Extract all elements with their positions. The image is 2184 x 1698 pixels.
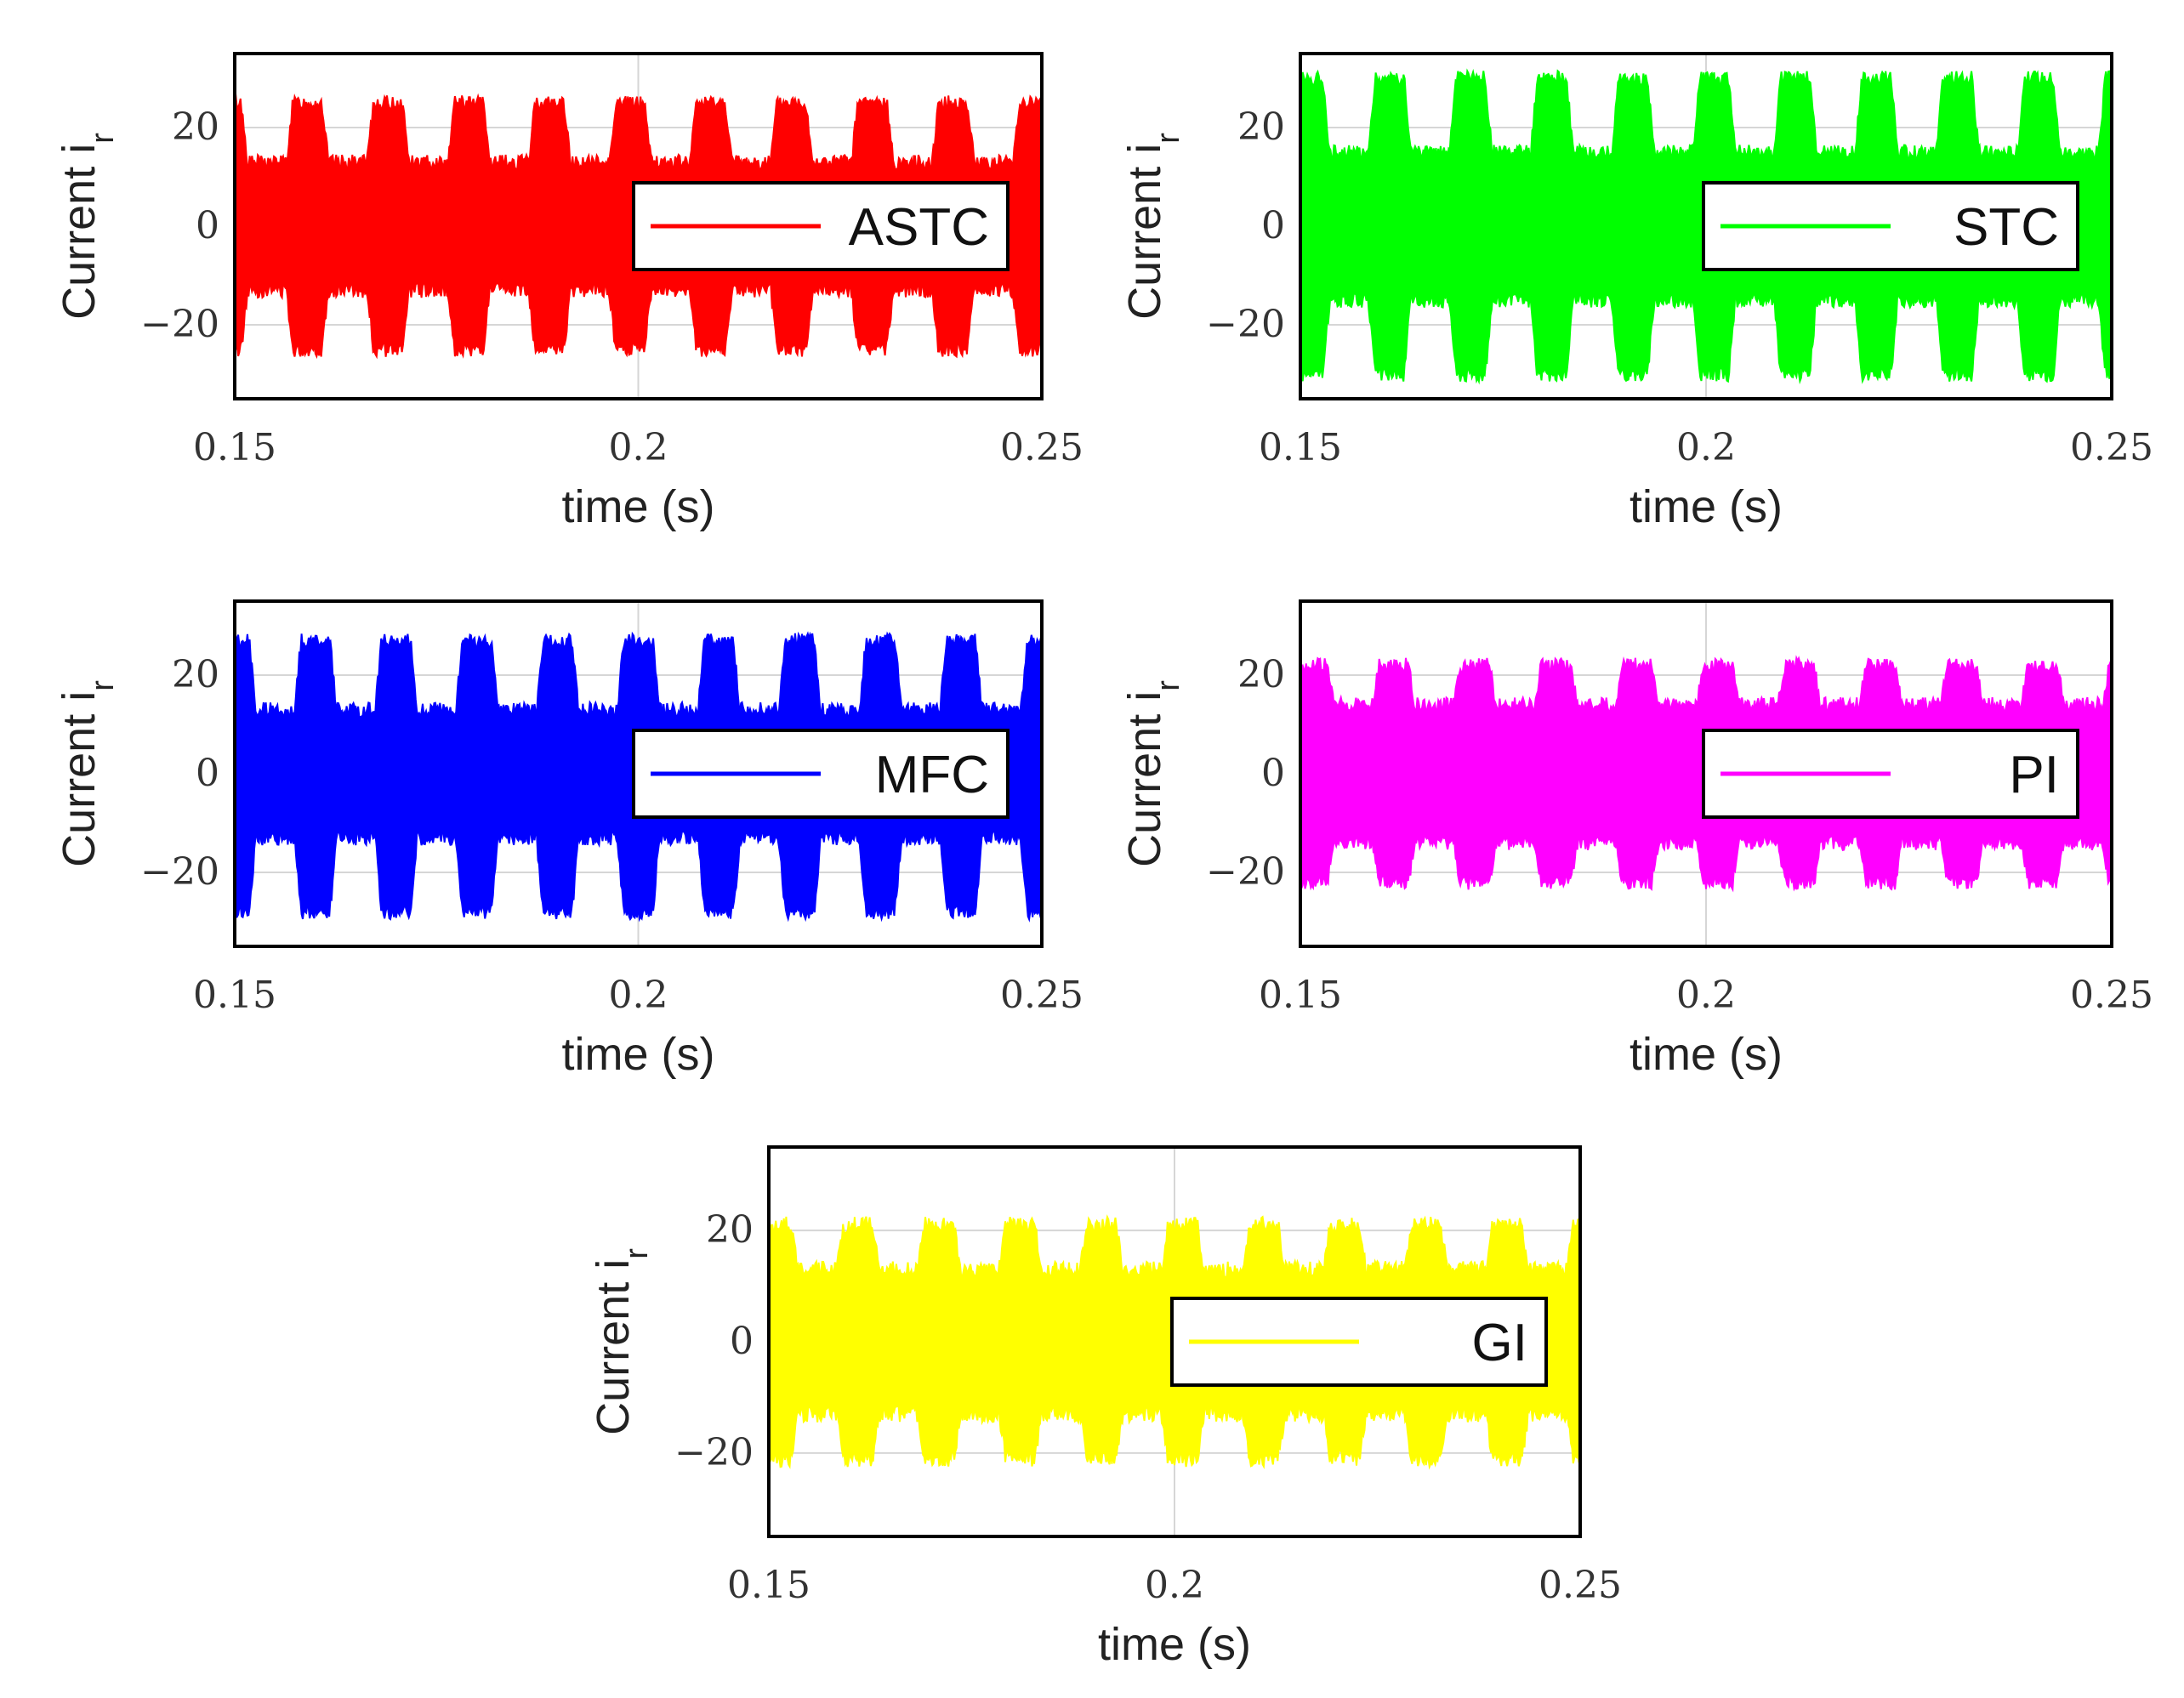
y-axis-label: Current ir <box>588 1248 655 1435</box>
y-axis-label: Current ir <box>1119 133 1186 320</box>
y-tick-label: 0 <box>196 752 219 795</box>
legend: ASTC <box>632 181 1010 271</box>
y-axis-label: Current ir <box>54 680 121 867</box>
x-tick-label: 0.15 <box>727 1564 810 1607</box>
x-tick-label: 0.25 <box>1000 974 1083 1017</box>
y-tick-label: 20 <box>1237 653 1285 696</box>
legend-label: PI <box>2009 746 2059 804</box>
y-tick-label: 0 <box>196 204 219 247</box>
y-tick-label: 0 <box>730 1320 754 1363</box>
legend-label: STC <box>1954 198 2059 257</box>
x-tick-label: 0.25 <box>2070 974 2153 1017</box>
subplot-stc: 20 0 −20 0.15 0.2 0.25 time (s) Current ir STC <box>1119 52 2153 532</box>
legend: MFC <box>632 729 1010 819</box>
axes-box <box>233 599 1044 948</box>
x-tick-label: 0.15 <box>1259 426 1342 469</box>
axes-box <box>767 1145 1582 1538</box>
x-tick-label: 0.2 <box>609 426 668 469</box>
x-axis-label: time (s) <box>562 1029 715 1080</box>
x-tick-label: 0.2 <box>1676 426 1736 469</box>
x-tick-label: 0.2 <box>1676 974 1736 1017</box>
y-tick-label: −20 <box>140 850 219 894</box>
y-axis-label: Current ir <box>54 133 121 320</box>
legend: PI <box>1702 729 2079 819</box>
y-tick-label: 20 <box>706 1208 754 1252</box>
y-tick-label: 20 <box>172 653 219 696</box>
axes-box <box>1299 52 2113 400</box>
y-tick-label: 20 <box>172 105 219 149</box>
legend-label: ASTC <box>849 198 989 257</box>
legend: STC <box>1702 181 2079 271</box>
y-tick-label: 0 <box>1261 752 1285 795</box>
x-tick-label: 0.15 <box>193 426 276 469</box>
subplot-pi: 20 0 −20 0.15 0.2 0.25 time (s) Current ir PI <box>1119 599 2153 1080</box>
subplot-astc: 20 0 −20 0.15 0.2 0.25 time (s) Current ir ASTC <box>54 52 1083 532</box>
legend-label: GI <box>1472 1314 1527 1372</box>
x-tick-label: 0.25 <box>1000 426 1083 469</box>
y-tick-label: −20 <box>140 303 219 346</box>
y-tick-label: −20 <box>1206 850 1285 894</box>
y-tick-label: 0 <box>1261 204 1285 247</box>
x-axis-label: time (s) <box>1629 481 1783 532</box>
x-tick-label: 0.15 <box>1259 974 1342 1017</box>
subplot-mfc: 20 0 −20 0.15 0.2 0.25 time (s) Current ir MFC <box>54 599 1083 1080</box>
y-tick-label: 20 <box>1237 105 1285 149</box>
y-axis-label: Current ir <box>1119 680 1186 867</box>
x-tick-label: 0.2 <box>1145 1564 1204 1607</box>
x-tick-label: 0.15 <box>193 974 276 1017</box>
x-tick-label: 0.25 <box>2070 426 2153 469</box>
x-axis-label: time (s) <box>562 481 715 532</box>
subplot-gi: 20 0 −20 0.15 0.2 0.25 time (s) Current ir GI <box>588 1145 1622 1670</box>
x-tick-label: 0.2 <box>609 974 668 1017</box>
x-tick-label: 0.25 <box>1538 1564 1622 1607</box>
x-axis-label: time (s) <box>1098 1619 1251 1670</box>
legend-label: MFC <box>875 746 989 804</box>
legend: GI <box>1170 1297 1548 1387</box>
x-axis-label: time (s) <box>1629 1029 1783 1080</box>
y-tick-label: −20 <box>1206 303 1285 346</box>
axes-box <box>1299 599 2113 948</box>
axes-box <box>233 52 1044 400</box>
y-tick-label: −20 <box>674 1431 754 1474</box>
